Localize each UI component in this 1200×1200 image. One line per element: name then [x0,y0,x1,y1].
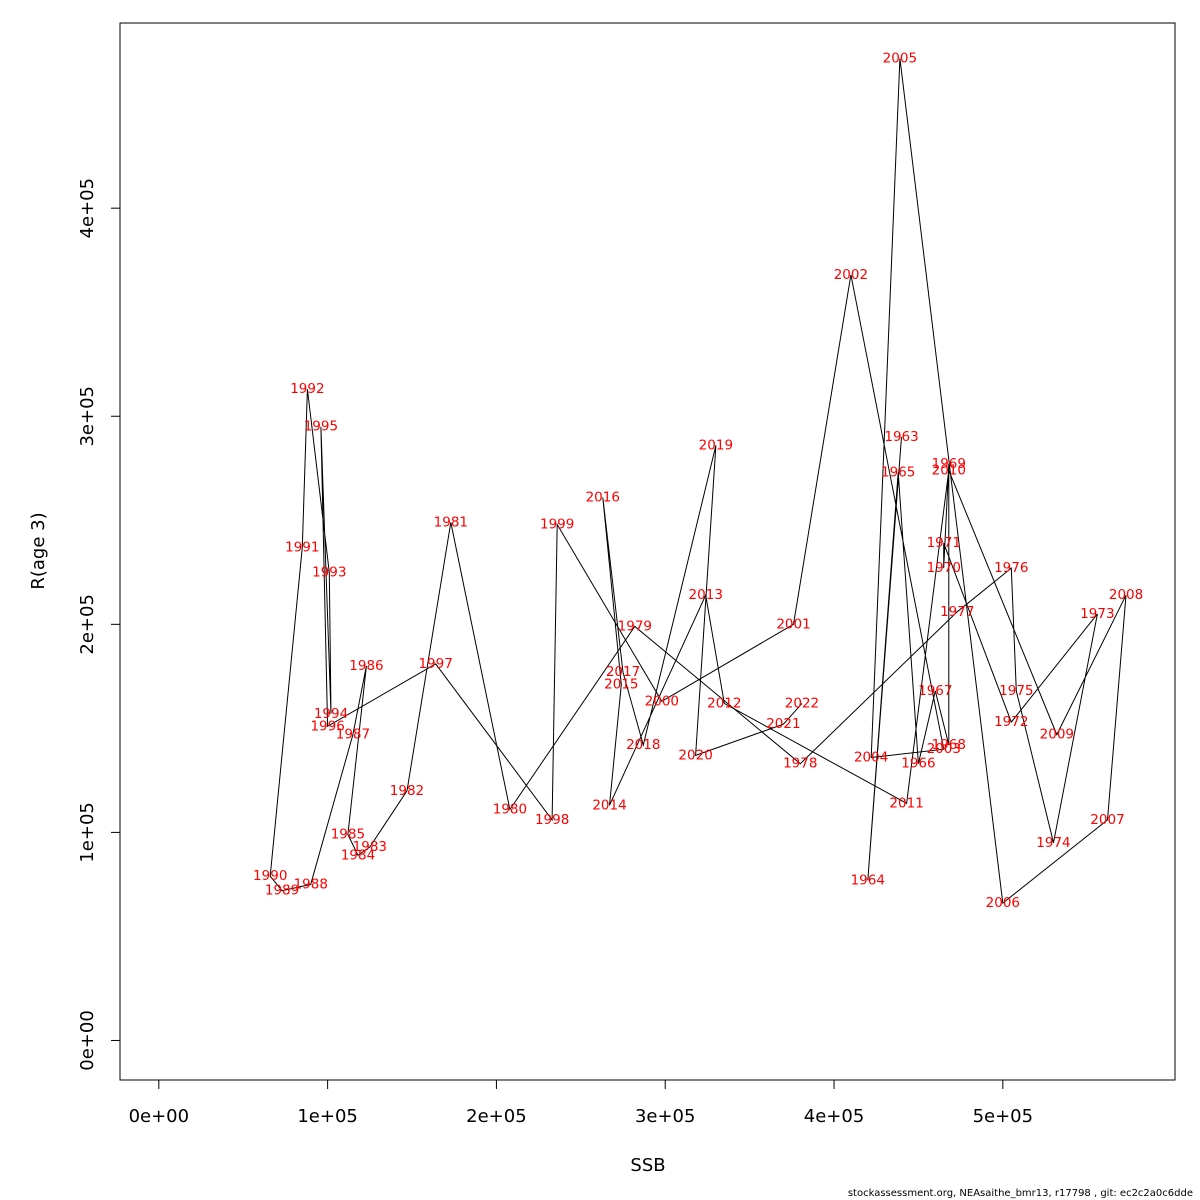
y-axis: 0e+00 1e+05 2e+05 3e+05 4e+05 [77,178,121,1071]
point-label-1993: 1993 [312,564,346,580]
point-label-1986: 1986 [349,658,383,674]
x-axis: 0e+00 1e+05 2e+05 3e+05 4e+05 5e+05 [129,1079,1034,1127]
point-label-1998: 1998 [535,812,569,828]
point-label-2002: 2002 [834,267,868,283]
point-label-2021: 2021 [766,716,800,732]
point-label-1975: 1975 [999,683,1033,699]
point-label-1980: 1980 [493,802,527,818]
point-label-2001: 2001 [776,616,810,632]
y-axis-title: R(age 3) [28,512,49,589]
y-tick-label: 4e+05 [77,178,98,239]
y-tick-label: 3e+05 [77,386,98,447]
point-label-2016: 2016 [586,489,620,505]
footer-text: stockassessment.org, NEAsaithe_bmr13, r1… [848,1188,1193,1199]
point-label-2003: 2003 [927,741,961,757]
point-label-1992: 1992 [290,381,324,397]
x-tick-label: 4e+05 [804,1106,865,1127]
point-label-1990: 1990 [253,868,287,884]
point-label-2022: 2022 [785,695,819,711]
point-label-1978: 1978 [783,756,817,772]
point-label-2020: 2020 [678,747,712,763]
point-label-1972: 1972 [994,714,1028,730]
point-label-1994: 1994 [314,706,348,722]
point-label-2017: 2017 [606,664,640,680]
point-label-1982: 1982 [390,783,424,799]
point-label-2010: 2010 [932,462,966,478]
x-tick-label: 2e+05 [466,1106,527,1127]
point-label-1987: 1987 [336,727,370,743]
point-label-1974: 1974 [1036,835,1070,851]
point-label-1985: 1985 [331,826,365,842]
point-label-1965: 1965 [881,464,915,480]
point-label-1963: 1963 [884,429,918,445]
point-label-2005: 2005 [883,50,917,66]
point-label-1991: 1991 [285,539,319,555]
y-tick-label: 2e+05 [77,594,98,655]
y-tick-label: 1e+05 [77,802,98,863]
point-label-2015: 2015 [604,677,638,693]
point-label-2019: 2019 [699,437,733,453]
point-label-2014: 2014 [592,797,626,813]
point-label-1984: 1984 [341,847,375,863]
point-label-1966: 1966 [901,756,935,772]
point-label-2006: 2006 [986,895,1020,911]
series-line [269,58,1127,905]
point-labels: 1963 1964 1965 1966 1967 1968 1969 1970 1971 1972… [253,50,1143,911]
point-label-1989: 1989 [265,883,299,899]
point-label-1995: 1995 [304,419,338,435]
point-label-1979: 1979 [618,618,652,634]
x-tick-label: 3e+05 [635,1106,696,1127]
x-tick-label: 1e+05 [297,1106,358,1127]
x-tick-label: 5e+05 [973,1106,1034,1127]
point-label-1983: 1983 [353,839,387,855]
point-label-2004: 2004 [854,749,888,765]
point-label-2009: 2009 [1040,727,1074,743]
point-label-2011: 2011 [889,795,923,811]
point-label-1968: 1968 [932,737,966,753]
point-label-1967: 1967 [918,683,952,699]
point-label-2018: 2018 [626,737,660,753]
point-label-2008: 2008 [1109,587,1143,603]
point-label-1988: 1988 [294,876,328,892]
point-label-2013: 2013 [689,587,723,603]
point-label-1996: 1996 [310,718,344,734]
x-axis-title: SSB [630,1155,665,1176]
point-label-1997: 1997 [418,656,452,672]
point-label-1969: 1969 [932,456,966,472]
point-label-1970: 1970 [927,560,961,576]
y-tick-label: 0e+00 [77,1010,98,1071]
point-label-2000: 2000 [645,693,679,709]
x-tick-label: 0e+00 [129,1106,190,1127]
point-label-1999: 1999 [540,516,574,532]
point-label-1981: 1981 [434,514,468,530]
point-label-1964: 1964 [851,872,885,888]
point-label-1973: 1973 [1080,606,1114,622]
point-label-2012: 2012 [707,695,741,711]
point-label-1976: 1976 [994,560,1028,576]
point-label-1977: 1977 [940,604,974,620]
point-label-1971: 1971 [927,535,961,551]
plot-frame [119,22,1176,1081]
point-label-2007: 2007 [1090,812,1124,828]
